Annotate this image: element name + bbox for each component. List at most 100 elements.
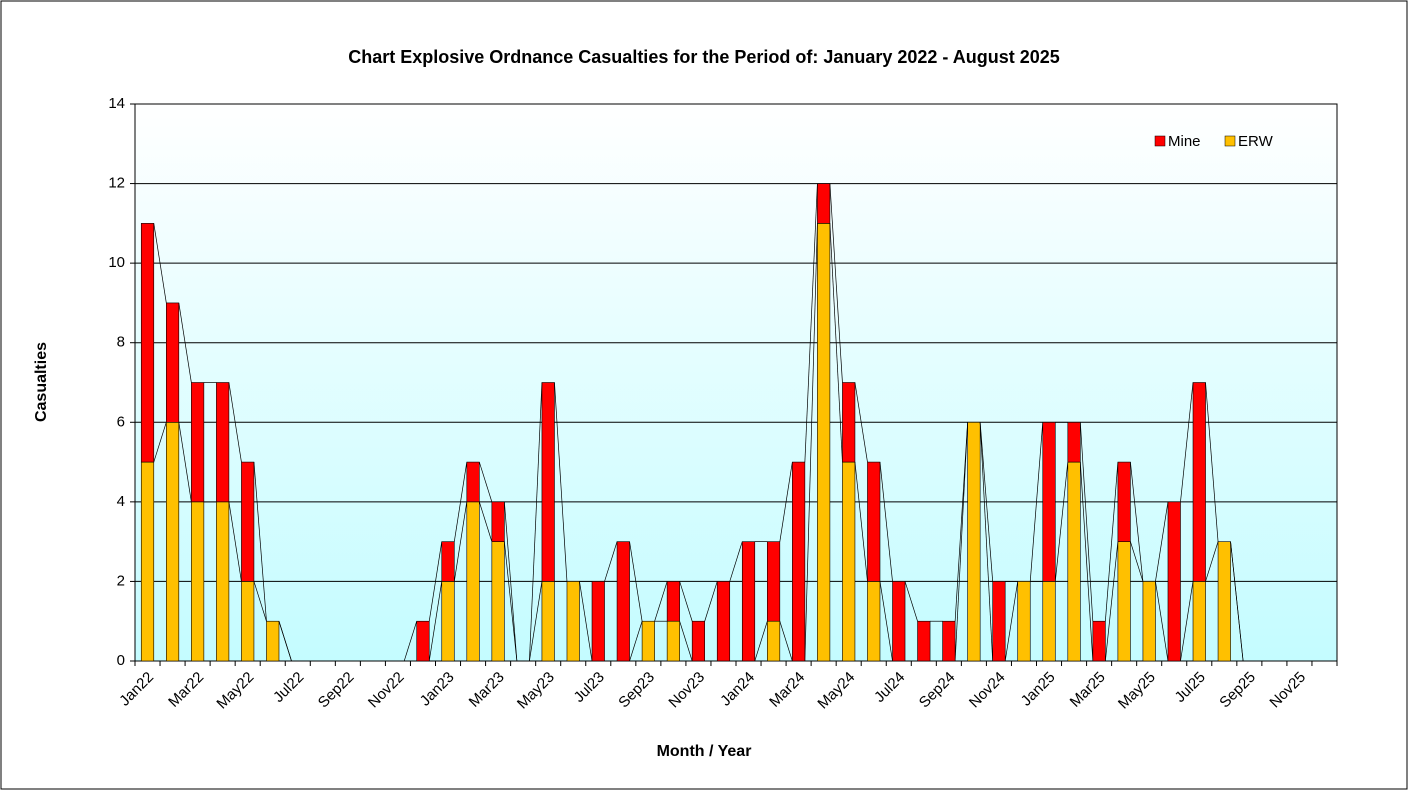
series-line bbox=[904, 581, 918, 622]
series-line bbox=[579, 581, 593, 662]
bar-segment bbox=[441, 581, 455, 662]
series-line bbox=[979, 422, 994, 582]
series-line bbox=[228, 501, 242, 582]
bar-segment bbox=[491, 501, 505, 542]
bar-segment bbox=[666, 581, 680, 622]
bar-segment bbox=[691, 620, 705, 662]
bar-segment bbox=[942, 620, 956, 662]
bar-segment bbox=[1192, 581, 1206, 662]
series-line bbox=[754, 621, 768, 662]
series-line bbox=[529, 382, 543, 662]
series-line bbox=[1130, 462, 1144, 582]
bar-segment bbox=[491, 541, 505, 662]
series-line bbox=[829, 223, 843, 463]
series-line bbox=[1029, 422, 1044, 582]
bar-segment bbox=[216, 382, 230, 503]
series-line bbox=[1155, 581, 1169, 662]
bar-segment bbox=[842, 461, 856, 662]
bar-segment bbox=[716, 581, 731, 662]
series-line bbox=[1105, 462, 1119, 622]
bar-segment bbox=[842, 382, 856, 463]
series-line bbox=[779, 462, 793, 542]
bar-segment bbox=[166, 421, 180, 662]
bar-segment bbox=[817, 183, 831, 224]
series-line bbox=[1180, 581, 1194, 662]
bar-segment bbox=[591, 581, 605, 662]
series-line bbox=[679, 581, 693, 622]
bar-segment bbox=[1067, 461, 1081, 662]
bar-segment bbox=[1017, 581, 1031, 662]
bar-segment bbox=[241, 461, 255, 582]
series-line bbox=[854, 462, 868, 582]
bar-segment bbox=[741, 541, 756, 662]
series-line bbox=[654, 581, 668, 622]
series-line bbox=[1079, 422, 1094, 622]
bar-segment bbox=[817, 223, 831, 662]
bar-segment bbox=[140, 461, 155, 662]
series-line bbox=[554, 382, 568, 582]
bar-segment bbox=[1092, 620, 1106, 662]
bar-segment bbox=[441, 541, 455, 582]
series-line bbox=[1155, 501, 1169, 582]
series-line bbox=[453, 501, 468, 582]
series-line bbox=[253, 581, 267, 622]
bar-segment bbox=[967, 421, 981, 662]
bar-segment bbox=[867, 461, 881, 582]
series-line bbox=[1205, 382, 1219, 542]
series-line bbox=[679, 621, 693, 662]
series-line bbox=[153, 422, 167, 463]
series-line bbox=[478, 501, 493, 542]
bar-segment bbox=[1117, 461, 1131, 542]
legend-label: ERW bbox=[1238, 133, 1274, 150]
legend-swatch bbox=[1224, 135, 1236, 147]
series-line bbox=[1180, 382, 1194, 502]
series-line bbox=[153, 223, 167, 303]
y-axis-title: Casualties bbox=[33, 342, 50, 422]
y-tick-label: 0 bbox=[117, 652, 125, 669]
bar-segment bbox=[616, 541, 630, 662]
series-line bbox=[604, 541, 618, 582]
series-line bbox=[829, 183, 843, 383]
bar-segment bbox=[1042, 421, 1056, 582]
bar-segment bbox=[216, 501, 230, 662]
series-line bbox=[954, 422, 968, 622]
bar-segment bbox=[641, 620, 655, 662]
y-tick-label: 6 bbox=[117, 413, 125, 430]
y-tick-label: 12 bbox=[108, 175, 125, 192]
bar-segment bbox=[792, 461, 806, 662]
y-tick-label: 10 bbox=[108, 254, 125, 271]
series-line bbox=[779, 621, 793, 662]
series-line bbox=[428, 581, 443, 662]
y-tick-label: 4 bbox=[117, 493, 125, 510]
bar-segment bbox=[191, 501, 205, 662]
bar-segment bbox=[566, 581, 580, 662]
series-line bbox=[804, 183, 818, 463]
x-axis-title: Month / Year bbox=[657, 743, 752, 760]
bar-segment bbox=[767, 541, 781, 622]
series-line bbox=[178, 422, 192, 502]
legend-swatch bbox=[1154, 135, 1166, 147]
series-line bbox=[504, 501, 518, 662]
y-tick-label: 2 bbox=[117, 572, 125, 589]
series-line bbox=[478, 461, 493, 502]
series-line bbox=[253, 462, 267, 622]
series-line bbox=[1079, 462, 1094, 662]
bar-segment bbox=[1042, 581, 1056, 662]
series-line bbox=[854, 382, 868, 463]
series-line bbox=[629, 541, 643, 622]
bar-segment bbox=[767, 620, 781, 662]
series-line bbox=[1230, 541, 1244, 662]
series-line bbox=[504, 541, 518, 662]
series-line bbox=[1205, 541, 1219, 582]
series-line bbox=[879, 581, 893, 662]
bar-segment bbox=[541, 581, 555, 662]
bar-segment bbox=[1217, 541, 1231, 662]
series-line bbox=[629, 621, 643, 662]
y-tick-label: 14 bbox=[108, 95, 125, 112]
series-line bbox=[1105, 541, 1119, 662]
series-line bbox=[979, 422, 994, 662]
bar-segment bbox=[1192, 382, 1206, 582]
series-line bbox=[879, 462, 893, 582]
plot-area bbox=[134, 103, 1338, 662]
